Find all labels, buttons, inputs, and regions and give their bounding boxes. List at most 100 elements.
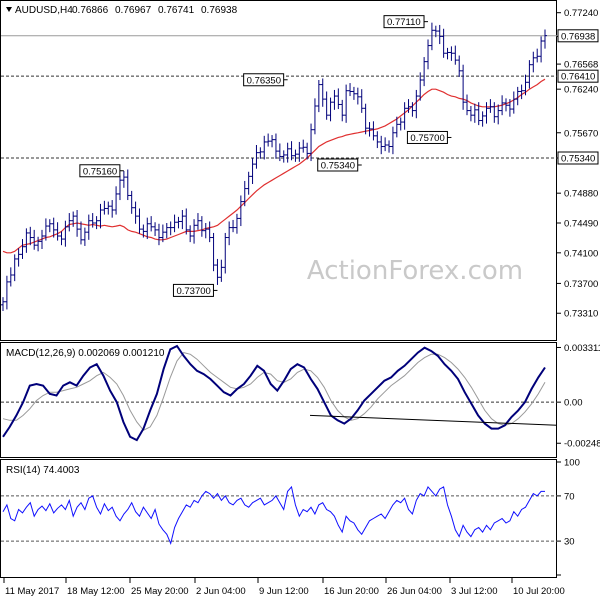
ohlc-bar [242,180,247,207]
x-tick-label: 10 Jul 20:00 [513,586,565,597]
ohlc-bar [98,203,103,229]
macd-line [2,344,546,442]
level-label-box [557,151,599,165]
ohlc-bar [355,87,360,105]
ohlc-bar [82,227,87,246]
annotation-box [406,130,448,144]
ohlc-bar [507,99,512,117]
ohlc-bar [301,139,306,153]
ohlc-bar [496,104,501,125]
ohlc-bar [312,98,317,135]
ohlc-bar [465,94,470,116]
ohlc-bar [371,121,376,141]
ohlc-bar [246,171,251,195]
annotation-label: 0.76350 [247,75,281,86]
ohlc-bar [504,98,509,112]
annotation-box [317,158,359,172]
ohlc-bar [324,91,329,120]
ohlc-bar [55,222,60,241]
x-tick-label: 11 May 2017 [5,586,59,597]
ohlc-bar [195,213,200,230]
annotation-box [79,164,121,178]
annotation-box [243,73,285,87]
ohlc-bar [51,217,56,238]
x-tick-label: 9 Jun 12:00 [259,586,309,597]
ohlc-bar [500,95,505,116]
ohlc-bar [227,221,232,246]
ohlc-bar [309,123,314,162]
ohlc-bar [328,97,333,122]
ohlc-bar [379,135,384,155]
ohlc-bar [75,210,80,237]
ohlc-bar [429,22,434,51]
close-value: 0.76938 [201,5,238,16]
x-tick-label: 25 May 20:00 [131,586,189,597]
macd-signal-line [2,352,546,431]
ohlc-bar [402,102,407,130]
price-annotation: 0.75340 [317,158,362,172]
ohlc-bar [414,89,419,119]
ohlc-bar [348,83,353,97]
ohlc-bar [527,60,532,89]
ohlc-bar [117,175,122,201]
x-tick-label: 3 Jul 12:00 [451,586,497,597]
rsi-tick-label: 30 [564,537,575,548]
level-label-box [557,69,599,83]
ohlc-bar [145,217,150,240]
ohlc-bar [437,24,442,45]
price-tick-label: 0.74880 [564,189,598,200]
ohlc-bar [488,99,493,113]
ohlc-bar [43,218,48,241]
ohlc-bar [188,225,193,243]
ohlc-bar [281,150,286,163]
ohlc-bar [168,221,173,236]
moving-average-line [2,78,546,254]
ohlc-bar [519,84,524,100]
ohlc-bar [449,46,454,61]
ohlc-bar [254,145,259,169]
ohlc-bar [106,201,111,215]
ohlc-bar [523,74,528,96]
ohlc-bar [476,102,481,126]
ohlc-bar [47,219,52,233]
ohlc-bar [114,186,119,215]
symbol-label: AUDUSD,H4 [15,5,73,16]
ohlc-bar [39,229,44,249]
ohlc-bar [492,102,497,123]
ohlc-bar [172,214,177,233]
ohlc-bar [24,228,29,253]
x-tick-label: 2 Jun 04:00 [196,586,246,597]
ohlc-bar [192,219,197,244]
ohlc-bar [137,208,142,234]
ohlc-bar [539,36,544,63]
high-value: 0.76967 [115,5,152,16]
ohlc-bar [410,102,415,117]
ohlc-bar [203,223,208,239]
ohlc-bar [102,200,107,215]
ohlc-bar [511,91,516,114]
price-tick-label: 0.77240 [564,8,598,19]
ohlc-bar [426,39,431,70]
price-tick-label: 0.73310 [564,309,598,320]
ohlc-bar [211,232,216,272]
price-header: AUDUSD,H4 0.76866 0.76967 0.76741 0.7693… [6,5,238,16]
ohlc-bar [141,224,146,238]
macd-tick-label: 0.003311 [564,343,600,354]
dropdown-triangle-icon [6,7,12,12]
ohlc-bar [207,221,212,243]
ohlc-bar [387,140,392,153]
ohlc-bar [238,195,243,227]
x-tick-label: 26 Jun 04:00 [387,586,442,597]
ohlc-bar [422,57,427,87]
ohlc-bar [110,200,115,218]
level-label: 0.75340 [561,154,595,165]
price-annotation: 0.75700 [406,130,452,144]
price-tick-label: 0.75670 [564,128,598,139]
ohlc-bar [199,216,204,237]
ohlc-bar [215,258,220,285]
price-annotation: 0.75160 [79,164,124,178]
ohlc-bar [90,213,95,228]
ohlc-bar [390,126,395,155]
ohlc-bar [277,143,282,162]
ohlc-bar [149,216,154,232]
